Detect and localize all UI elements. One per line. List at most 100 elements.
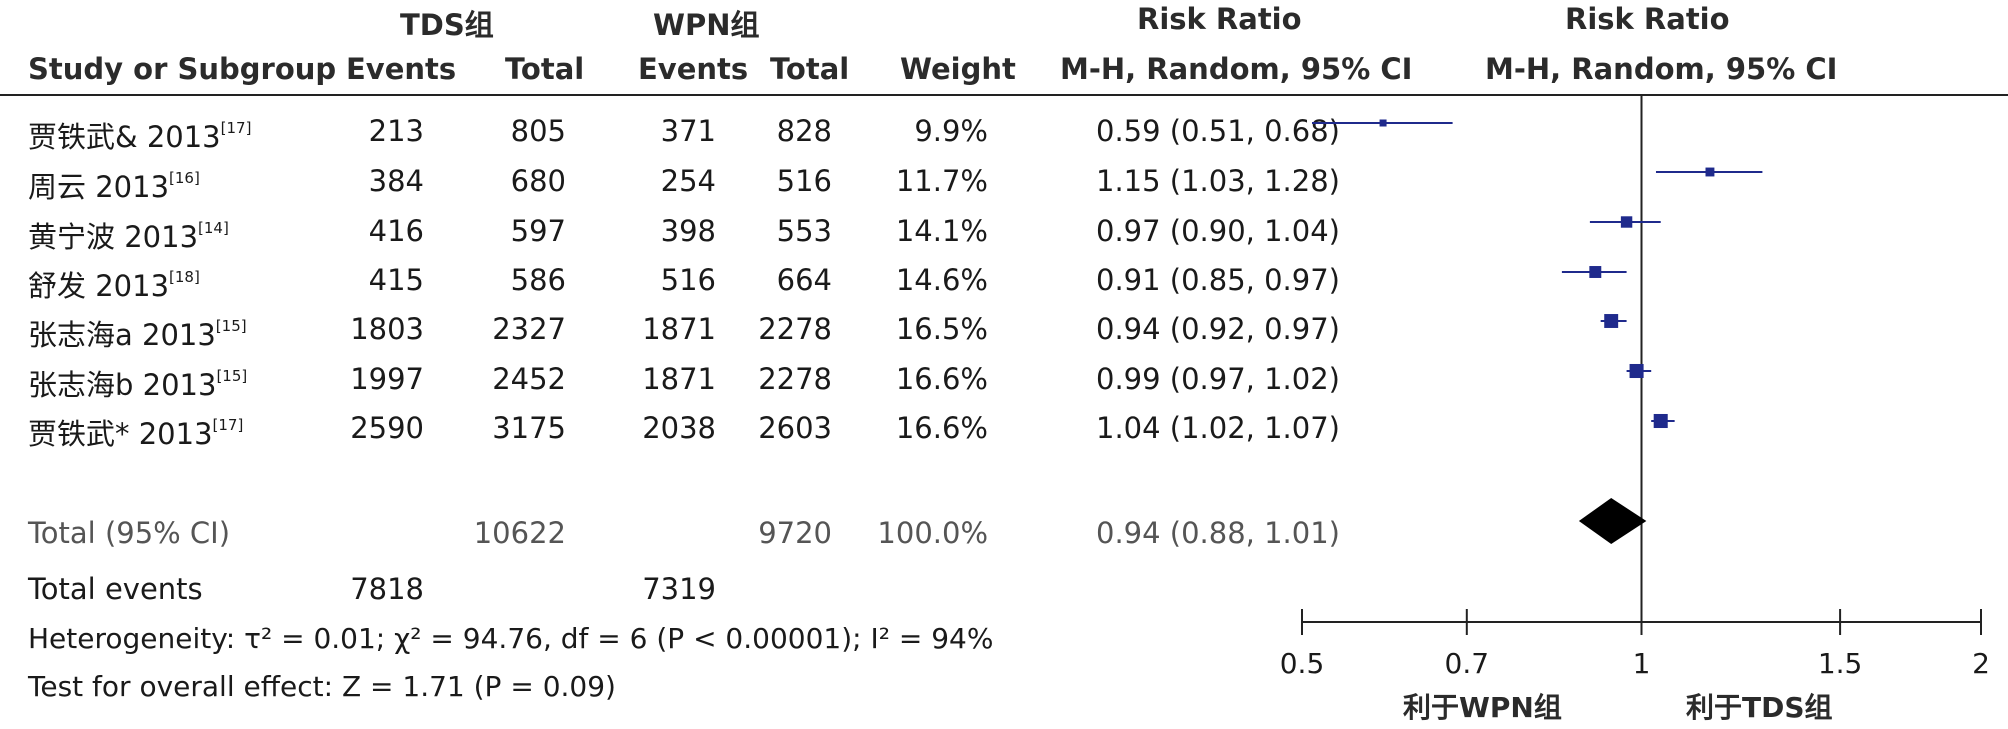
study-name: 张志海a 2013[15] [28,312,247,354]
events1-value: 1803 [350,312,424,346]
events1-header: Events [346,52,457,86]
weight-value: 14.6% [895,263,988,297]
rr-text: 0.94 (0.92, 0.97) [1096,312,1340,346]
events1-value: 213 [368,114,424,148]
study-name: 黄宁波 2013[14] [28,214,229,256]
method-header: M-H, Random, 95% CI [1060,52,1413,86]
study-name: 张志海b 2013[15] [28,362,247,404]
rr-text: 0.59 (0.51, 0.68) [1096,114,1340,148]
total1-header: Total [505,52,585,86]
events2-value: 516 [660,263,716,297]
events2-value: 398 [660,214,716,248]
total-label: Total (95% CI) [28,516,231,550]
study-reference: [15] [216,367,248,385]
total2-value: 516 [776,164,832,198]
events2-value: 2038 [642,411,716,445]
events1-value: 2590 [350,411,424,445]
study-label: 黄宁波 2013 [28,220,199,254]
study-reference: [18] [169,268,200,286]
total1-value: 2452 [492,362,566,396]
total2-header: Total [770,52,850,86]
events2-value: 371 [660,114,716,148]
pooled-diamond [1578,498,1647,544]
rr-title: Risk Ratio [1137,2,1302,36]
events1-value: 416 [368,214,424,248]
total-t2: 9720 [758,516,832,550]
study-name: 周云 2013[16] [28,164,200,206]
events2-value: 1871 [642,362,716,396]
x-tick-label: 1.5 [1818,647,1863,680]
study-marker [1379,119,1387,127]
events2-value: 254 [660,164,716,198]
weight-value: 16.5% [895,312,988,346]
study-name: 贾铁武* 2013[17] [28,411,243,453]
study-name: 贾铁武& 2013[17] [28,114,251,156]
total1-value: 3175 [492,411,566,445]
events2-value: 1871 [642,312,716,346]
study-reference: [14] [198,219,229,237]
study-label: 周云 2013 [28,170,170,204]
total-events-e1: 7818 [350,572,424,606]
rr-text: 0.91 (0.85, 0.97) [1096,263,1340,297]
weight-value: 14.1% [895,214,988,248]
total-t1: 10622 [473,516,566,550]
total1-value: 680 [510,164,566,198]
rr-text: 0.97 (0.90, 1.04) [1096,214,1340,248]
study-label: 张志海b 2013 [28,368,217,402]
events1-value: 1997 [350,362,424,396]
rr-text: 1.04 (1.02, 1.07) [1096,411,1340,445]
total1-value: 597 [510,214,566,248]
events1-value: 415 [368,263,424,297]
study-label: 张志海a 2013 [28,318,216,352]
weight-value: 9.9% [914,114,988,148]
study-reference: [17] [220,119,252,137]
total1-value: 2327 [492,312,566,346]
study-label: 贾铁武& 2013 [28,120,221,154]
total2-value: 828 [776,114,832,148]
study-name: 舒发 2013[18] [28,263,200,305]
x-tick-label: 0.5 [1280,647,1325,680]
total2-value: 2278 [758,312,832,346]
events2-header: Events [638,52,749,86]
favours-right-label: 利于TDS组 [1686,691,1833,724]
study-marker [1620,216,1633,228]
total-events-e2: 7319 [642,572,716,606]
overall-effect-text: Test for overall effect: Z = 1.71 (P = 0… [28,670,616,703]
group1-header: TDS组 [400,8,494,42]
total2-value: 553 [776,214,832,248]
weight-header: Weight [900,52,1016,86]
weight-value: 16.6% [895,362,988,396]
total1-value: 805 [510,114,566,148]
rr-text: 1.15 (1.03, 1.28) [1096,164,1340,198]
total1-value: 586 [510,263,566,297]
study-marker [1629,363,1644,379]
x-tick-label: 1 [1633,647,1651,680]
total2-value: 2278 [758,362,832,396]
study-reference: [15] [215,317,247,335]
total-weight: 100.0% [877,516,988,550]
study-marker [1705,167,1715,177]
study-label: 舒发 2013 [28,269,170,303]
study-label: 贾铁武* 2013 [28,417,213,451]
plot-method-header: M-H, Random, 95% CI [1485,52,1838,86]
total-events-label: Total events [28,572,203,606]
study-marker [1653,413,1668,429]
study-reference: [16] [169,169,200,187]
group2-header: WPN组 [653,8,760,42]
weight-value: 11.7% [895,164,988,198]
study-reference: [17] [212,416,244,434]
weight-value: 16.6% [895,411,988,445]
study-marker [1589,266,1602,278]
rr-text: 0.99 (0.97, 1.02) [1096,362,1340,396]
study-header: Study or Subgroup [28,52,337,86]
favours-left-label: 利于WPN组 [1403,691,1562,724]
header-rule [0,94,2008,96]
total2-value: 664 [776,263,832,297]
total2-value: 2603 [758,411,832,445]
plot-title: Risk Ratio [1565,2,1730,36]
x-tick-label: 2 [1972,647,1990,680]
heterogeneity-text: Heterogeneity: τ² = 0.01; χ² = 94.76, df… [28,622,994,655]
total-rr-text: 0.94 (0.88, 1.01) [1096,516,1340,550]
events1-value: 384 [368,164,424,198]
